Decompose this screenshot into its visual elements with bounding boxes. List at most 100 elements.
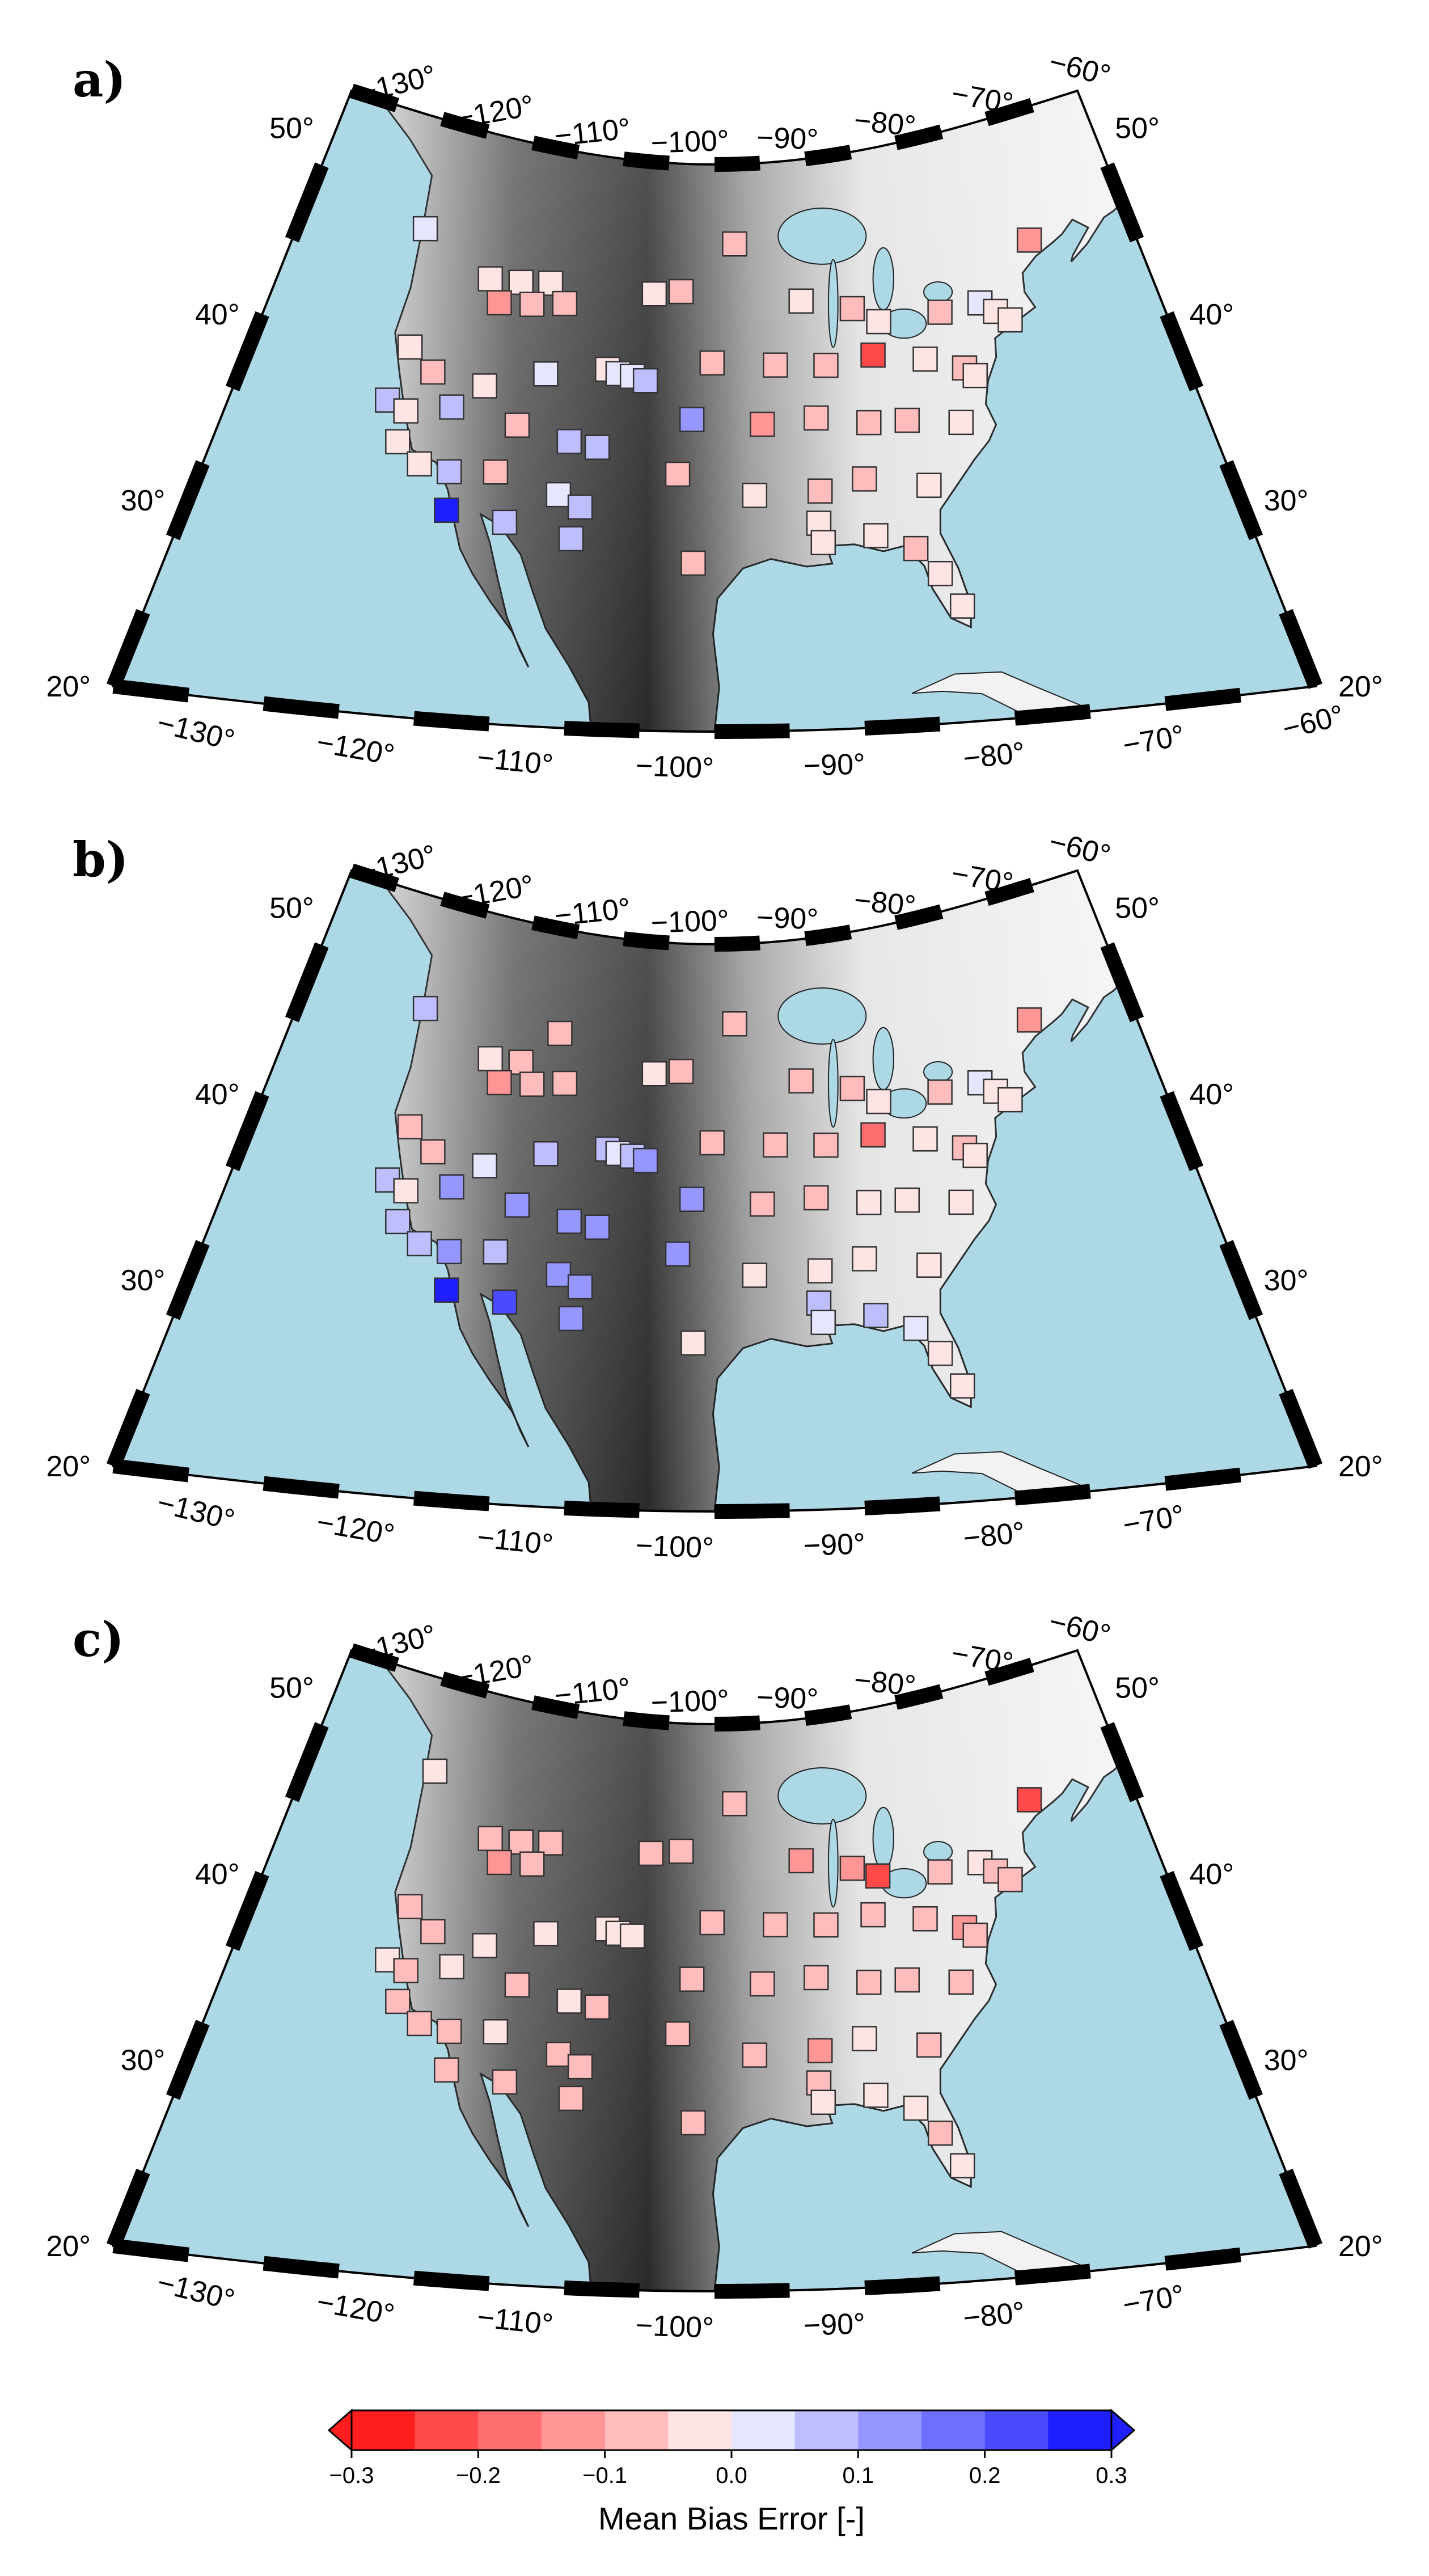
station-marker [962,1142,988,1168]
frame-segment [1014,1484,1091,1506]
station-marker [949,2153,975,2178]
lat-label-right: 50° [1115,112,1160,145]
station-marker [407,2011,432,2037]
station-marker [852,1246,877,1272]
station-markers [375,995,1042,1399]
lon-label-bottom: −80° [962,1516,1026,1555]
lon-label-top: −110° [553,1672,632,1713]
station-marker [665,1241,691,1267]
lon-label-bottom: −90° [803,1527,866,1563]
station-marker [487,290,512,316]
station-marker [894,1967,920,1993]
station-marker [722,1790,747,1817]
lat-label-right: 40° [1190,1858,1234,1891]
station-marker [434,1277,459,1303]
lon-label-top: −100° [650,124,730,160]
map-panel: b) −130° −120° −110° −100° −90° −80° −70° −60° −1… [46,825,1383,1565]
station-marker [997,1087,1023,1113]
frame-segment [440,1671,490,1699]
lat-label-left: 50° [269,892,314,925]
station-marker [804,1185,829,1211]
station-marker [632,368,658,394]
colorbar-tick-label: −0.2 [456,2463,501,2488]
great-lake [923,1061,953,1083]
lon-label-bottom: −100° [635,2309,714,2345]
station-marker [1016,227,1042,253]
station-marker [949,1373,975,1399]
frame-segment [714,155,760,172]
colorbar-segment [352,2410,416,2450]
lat-label-left: 20° [46,1450,91,1483]
station-marker [567,1274,593,1300]
station-marker [567,494,593,520]
frame-segment [413,711,490,732]
frame-segment [1279,1388,1323,1469]
station-marker [472,1933,497,1958]
lon-label-bottom: −110° [476,741,555,782]
frame-segment [894,124,944,150]
station-marker [668,278,694,305]
frame-segment [1164,2247,1242,2271]
lat-label-left: 50° [269,1672,314,1705]
lat-label-left: 40° [195,1078,240,1111]
station-marker [483,1239,509,1265]
lat-label-right: 30° [1264,2044,1309,2077]
frame-segment [225,311,269,391]
station-marker [948,1189,974,1215]
lon-label-bottom: −90° [803,748,866,783]
lon-label-top: −120° [454,89,536,135]
frame-segment [531,136,580,159]
station-marker [420,1919,446,1945]
station-marker [665,2021,691,2047]
lat-label-left: 30° [121,1264,166,1297]
lon-label-bottom: −120° [314,2286,397,2332]
frame-segment [1219,1240,1263,1320]
great-lake [923,281,953,303]
station-marker [1016,1787,1042,1813]
great-lake [872,1806,894,1870]
station-marker [477,1046,504,1071]
station-marker [680,1330,706,1356]
station-marker [397,1114,423,1140]
frame-segment [1279,2168,1323,2249]
frame-segment [263,1476,340,1499]
station-marker [434,497,459,523]
station-marker [866,309,891,335]
frame-segment [984,1657,1034,1686]
station-marker [894,1187,920,1213]
colorbar-tick-label: −0.1 [582,2463,627,2488]
station-marker [865,1863,891,1889]
station-marker [916,1252,942,1278]
frame-segment [1014,704,1091,726]
station-marker [519,1851,545,1877]
station-marker [407,451,432,477]
station-marker [487,1070,512,1096]
station-marker [722,1011,747,1037]
station-marker [483,2019,509,2045]
great-lake [777,1767,867,1825]
station-marker [533,1141,559,1167]
map-panel: c) −130° −120° −110° −100° −90° −80° −70° −60° −1… [46,1605,1383,2345]
lat-label-left: 20° [46,670,91,703]
lat-label-right: 20° [1338,670,1383,703]
lon-label-bottom: −120° [314,726,397,772]
lon-label-top: −90° [756,1681,819,1716]
panel-letter: a) [73,52,126,108]
colorbar-segment [732,2410,796,2450]
frame-segment [263,2256,340,2279]
colorbar-segment [478,2410,542,2450]
station-marker [504,1972,530,1998]
station-marker [949,593,975,619]
station-marker [420,1139,446,1165]
map-panel: a) −130° −120° −110° −100° −90° −80° −70° −60° −1… [46,45,1383,785]
frame-segment [1219,460,1263,540]
frame-segment [440,112,490,139]
station-marker [839,1075,865,1101]
station-marker [546,2041,572,2067]
station-marker [680,2110,706,2136]
colorbar-segment [858,2410,922,2450]
lon-label-top: −60° [1046,1605,1114,1652]
station-marker [436,2018,462,2045]
station-marker [860,1902,886,1928]
station-marker [997,307,1023,333]
